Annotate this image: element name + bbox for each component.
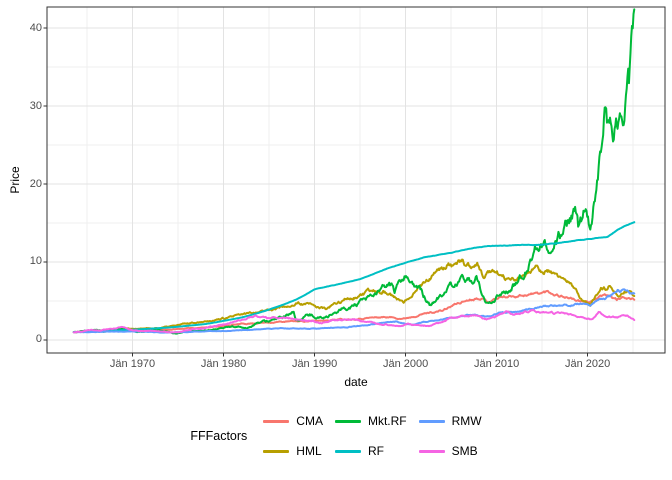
y-tick-label: 20 — [29, 177, 42, 190]
legend-key-line-icon — [263, 449, 290, 453]
x-tick-label: Jän 1990 — [291, 358, 338, 370]
legend-title: FFFactors — [190, 429, 248, 443]
y-tick-label: 0 — [35, 333, 42, 346]
x-tick-label: Jän 2010 — [473, 358, 520, 370]
legend: FFFactors CMA HML Mkt.RF RF RMW SMB — [0, 410, 672, 462]
legend-item-SMB: SMB — [418, 444, 482, 458]
x-tick-label: Jän 1970 — [109, 358, 156, 370]
legend-item-RMW: RMW — [418, 414, 482, 428]
legend-label: RMW — [451, 414, 482, 428]
legend-entries: CMA HML Mkt.RF RF RMW SMB — [263, 410, 482, 462]
x-tick-label: Jän 1980 — [200, 358, 247, 370]
legend-label: CMA — [296, 414, 323, 428]
series-line-SMB — [72, 308, 636, 334]
legend-key-line-icon — [263, 419, 290, 423]
legend-label: Mkt.RF — [367, 414, 407, 428]
x-tick-label: Jän 2020 — [564, 358, 611, 370]
y-axis-title: Price — [8, 166, 22, 194]
legend-key-line-icon — [418, 449, 445, 453]
x-axis-title: date — [344, 375, 368, 389]
legend-label: SMB — [451, 444, 478, 458]
legend-key-line-icon — [418, 419, 445, 423]
legend-key-line-icon — [334, 449, 361, 453]
y-tick-label: 40 — [29, 21, 42, 34]
y-tick-label: 10 — [29, 255, 42, 268]
legend-label: HML — [296, 444, 322, 458]
legend-item-CMA: CMA — [263, 414, 323, 428]
legend-item-RF: RF — [334, 444, 407, 458]
legend-key-line-icon — [334, 419, 361, 423]
legend-item-HML: HML — [263, 444, 323, 458]
x-tick-label: Jän 2000 — [382, 358, 429, 370]
legend-label: RF — [367, 444, 384, 458]
y-tick-label: 30 — [29, 99, 42, 112]
legend-item-Mkt.RF: Mkt.RF — [334, 414, 407, 428]
series-line-RF — [72, 221, 636, 334]
panel-border — [46, 6, 666, 354]
